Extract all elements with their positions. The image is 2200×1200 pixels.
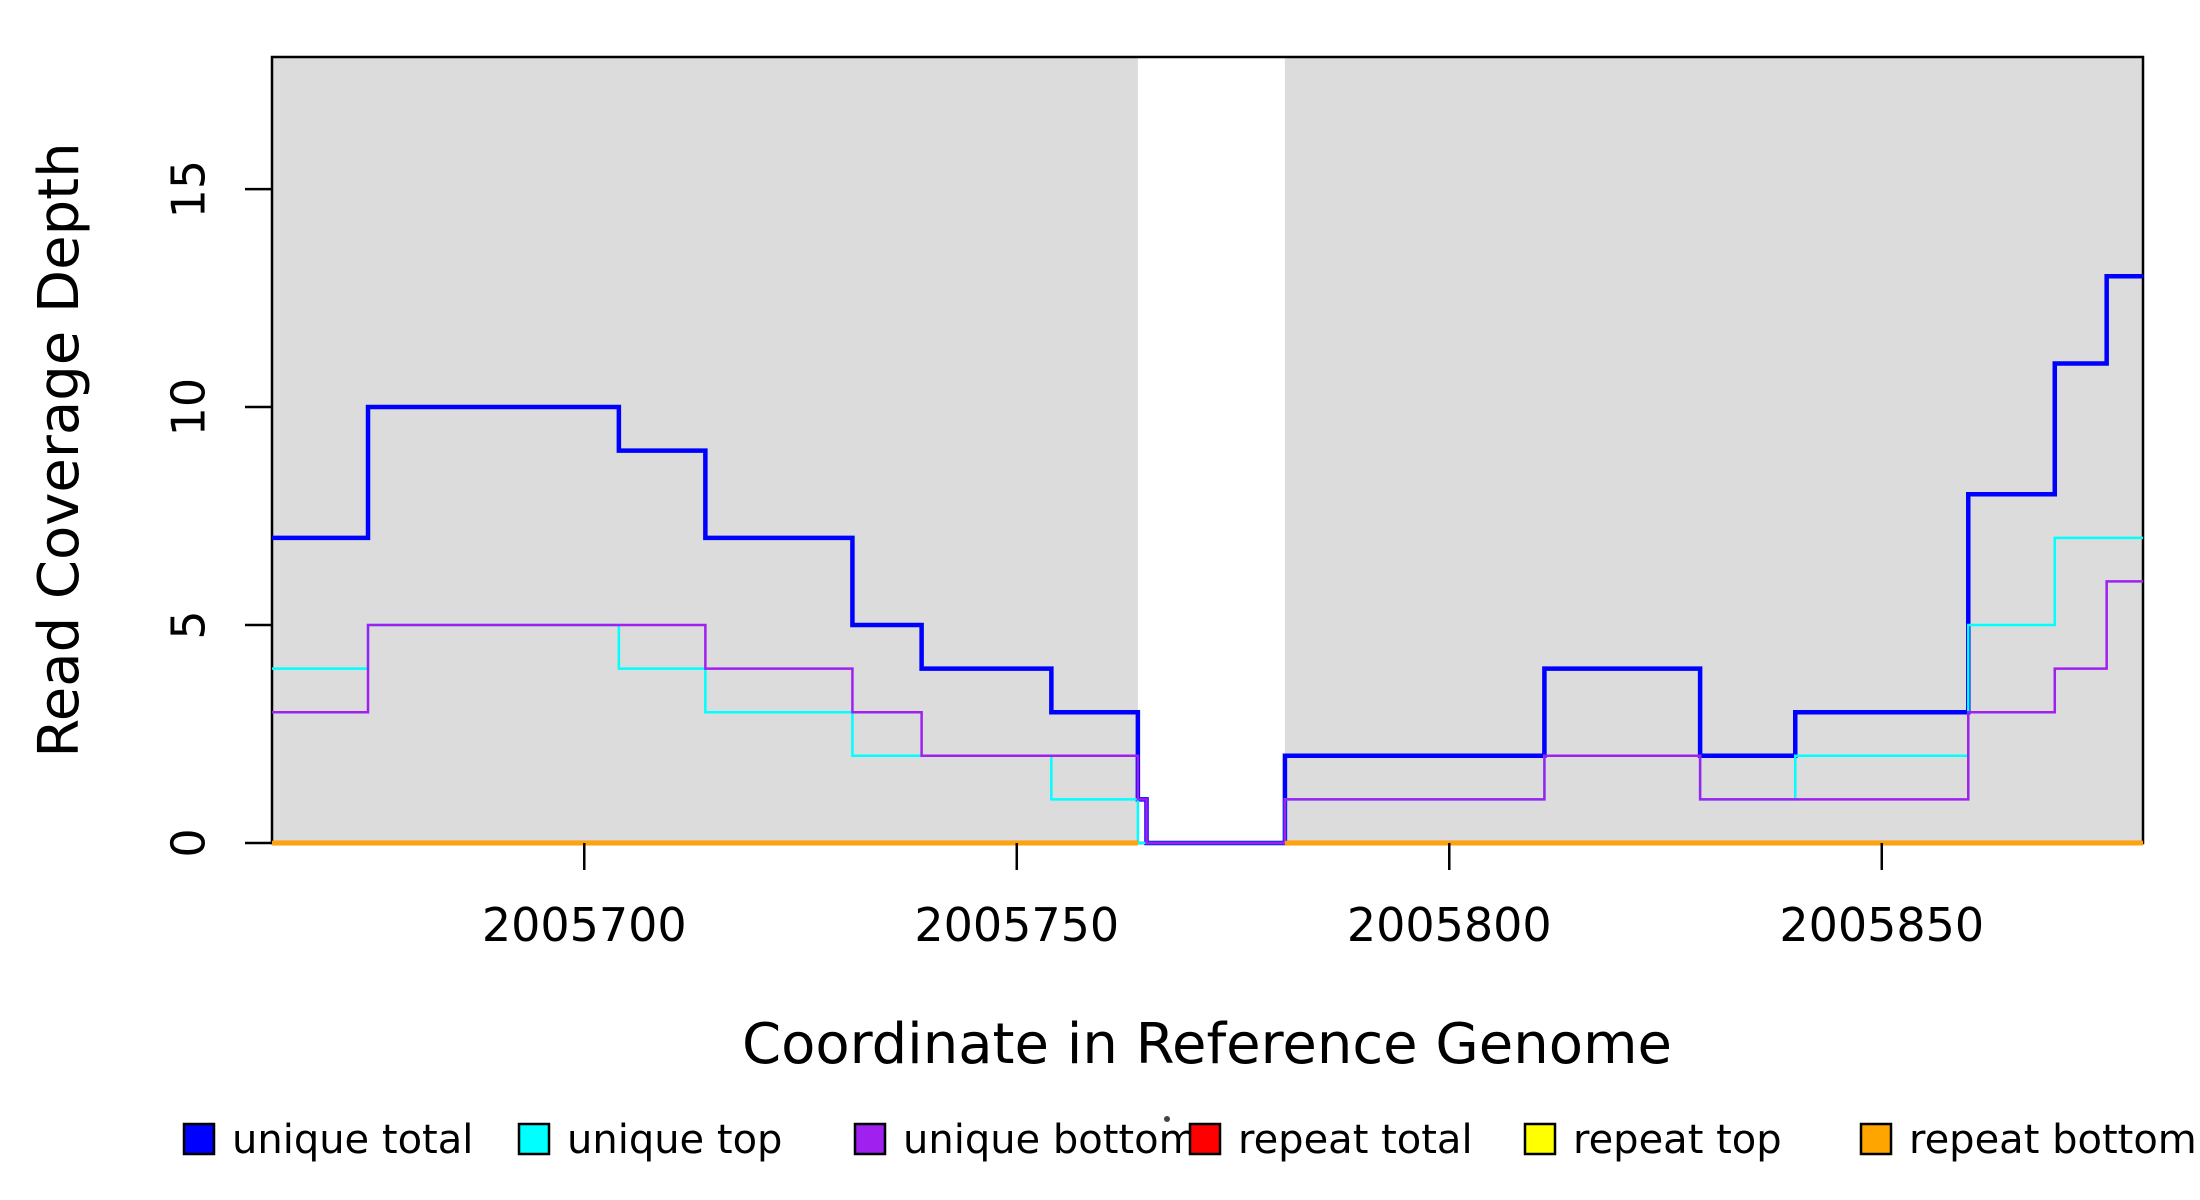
x-tick-label: 2005800 (1347, 898, 1552, 952)
y-tick-label: 10 (162, 378, 216, 437)
legend-swatch-unique-top (517, 1122, 551, 1156)
x-tick-label: 2005750 (914, 898, 1119, 952)
series-layer (272, 274, 2143, 846)
legend-label-unique-top: unique top (567, 1117, 782, 1163)
axis-ticks-layer: 2005700 2005750 2005800 2005850 0 5 10 15 (162, 160, 1985, 952)
y-tick-label: 5 (162, 610, 216, 639)
y-axis-label: Read Coverage Depth (27, 142, 92, 757)
legend: unique total unique top unique bottom repea… (182, 1116, 2197, 1163)
legend-swatch-repeat-total (1188, 1122, 1222, 1156)
x-axis-label: Coordinate in Reference Genome (742, 1012, 1672, 1077)
x-tick-label: 2005850 (1779, 898, 1984, 952)
series-unique-bottom-line (272, 580, 2143, 845)
coverage-region-shade (1284, 57, 2143, 843)
legend-swatch-unique-total (182, 1122, 216, 1156)
legend-swatch-repeat-bottom (1859, 1122, 1893, 1156)
legend-label-unique-bottom: unique bottom (903, 1117, 1198, 1163)
legend-swatch-repeat-top (1523, 1122, 1557, 1156)
y-tick-label: 15 (162, 160, 216, 219)
legend-label-repeat-bottom: repeat bottom (1909, 1117, 2197, 1163)
legend-label-repeat-total: repeat total (1238, 1117, 1473, 1163)
legend-swatch-unique-bottom (853, 1122, 887, 1156)
x-tick-label: 2005700 (482, 898, 687, 952)
y-tick-label: 0 (162, 828, 216, 857)
tiny-dot-artifact (1164, 1116, 1170, 1122)
shaded-regions-layer (272, 57, 2143, 843)
legend-label-unique-total: unique total (232, 1117, 473, 1163)
legend-label-repeat-top: repeat top (1573, 1117, 1782, 1163)
